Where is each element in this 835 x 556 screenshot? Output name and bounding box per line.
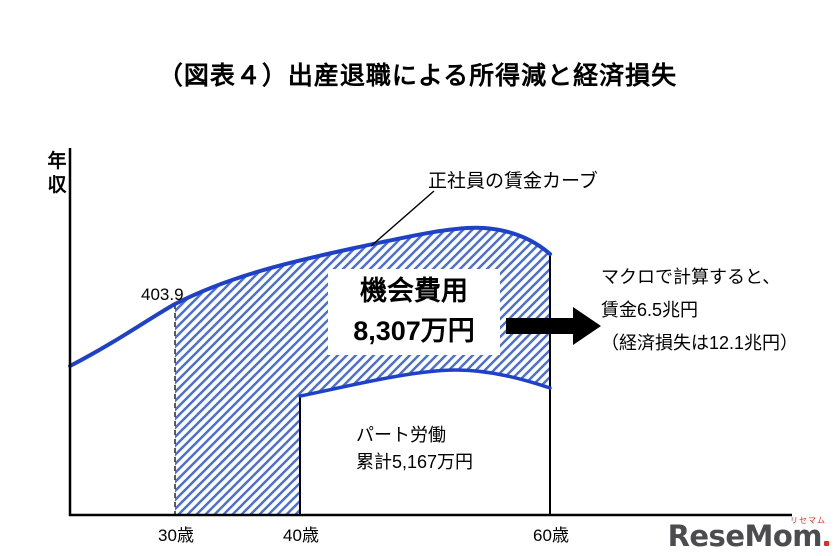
part-time-callout: パート労働 累計5,167万円 (356, 422, 473, 476)
macro-arrow-icon (506, 307, 601, 345)
fulltime-curve-label: 正社員の賃金カーブ (428, 171, 598, 192)
macro-note: マクロで計算すると、 賃金6.5兆円 （経済損失は12.1兆円） (601, 261, 798, 360)
x-tick-40: 40歳 (283, 526, 319, 545)
curve-label-leader-line (370, 190, 435, 247)
x-tick-60: 60歳 (533, 526, 569, 545)
part-time-label: パート労働 (356, 425, 446, 445)
x-tick-30: 30歳 (158, 526, 194, 545)
logo-text: ReseMom (667, 519, 823, 553)
macro-note-line3: （経済損失は12.1兆円） (601, 333, 799, 353)
opportunity-cost-label: 機会費用 (360, 276, 468, 306)
fulltime-wage-curve (68, 225, 552, 368)
macro-note-line1: マクロで計算すると、 (601, 267, 781, 287)
figure-title: （図表４）出産退職による所得減と経済損失 (157, 62, 678, 90)
logo-furigana-text: リセマム (790, 516, 826, 525)
opportunity-cost-value: 8,307万円 (353, 316, 475, 346)
part-time-value: 累計5,167万円 (356, 452, 474, 472)
opportunity-cost-callout: 機会費用 8,307万円 (328, 269, 500, 355)
parttime-wage-curve (298, 368, 552, 398)
wage-at-30-value: 403.9 (141, 285, 184, 304)
y-axis-label: 年収 (47, 151, 67, 196)
resemom-logo: リセマム ReseMom (667, 516, 829, 553)
macro-note-line2: 賃金6.5兆円 (601, 300, 699, 320)
logo-dot-icon (824, 541, 829, 546)
axes (68, 148, 792, 517)
